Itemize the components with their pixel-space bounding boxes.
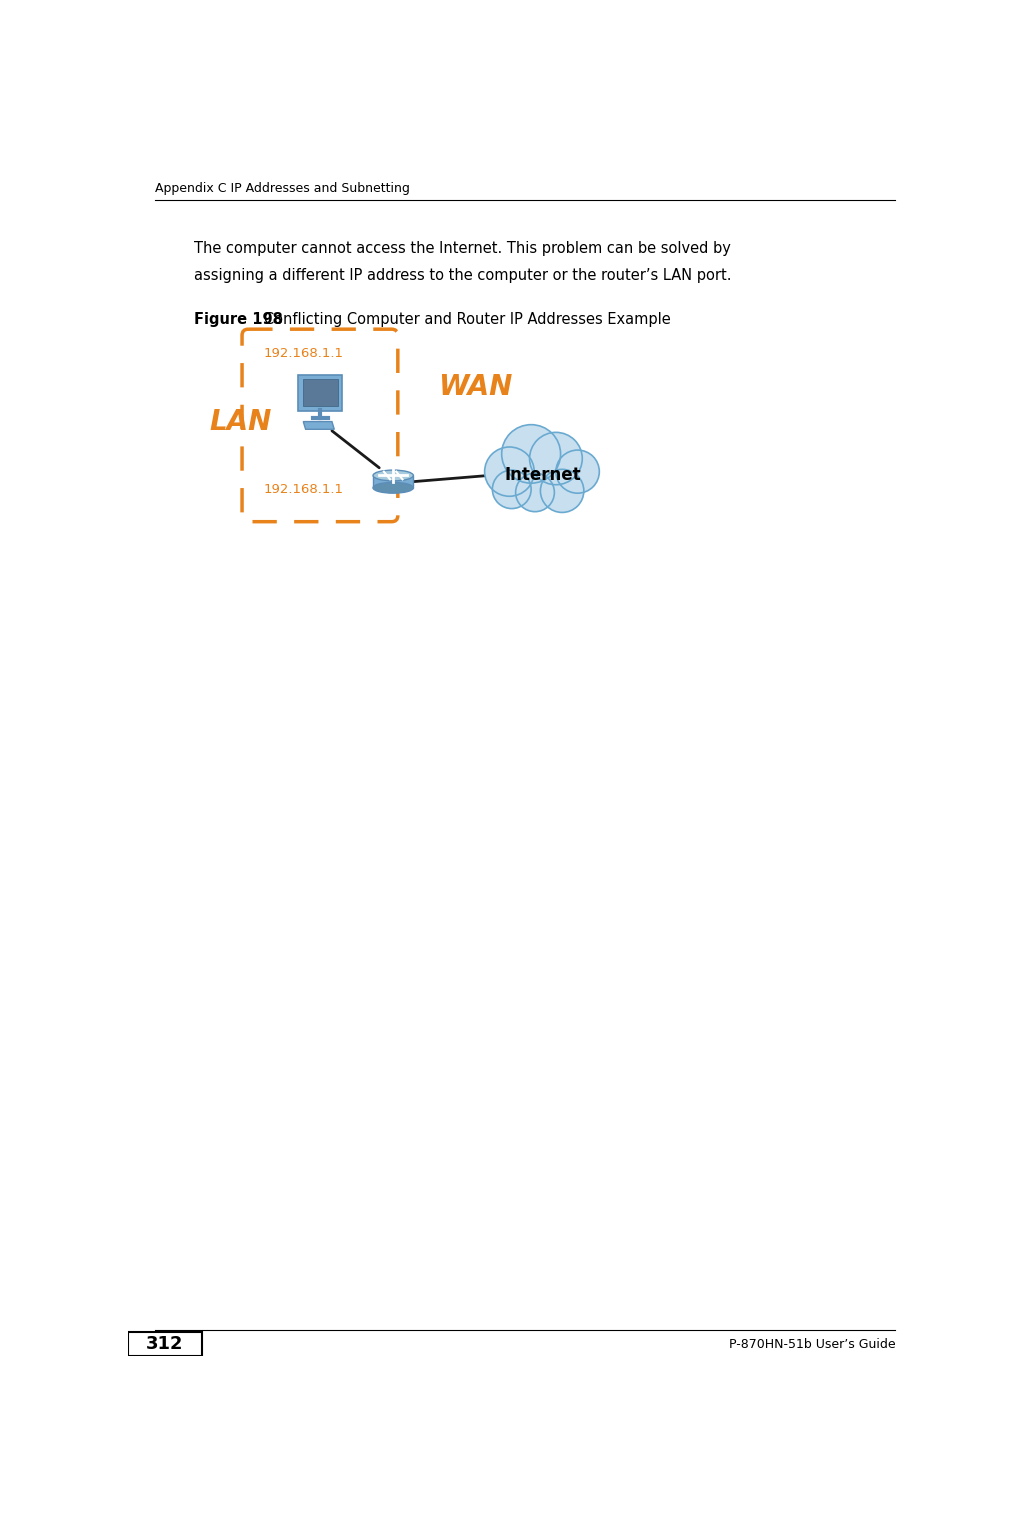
- Text: P-870HN-51b User’s Guide: P-870HN-51b User’s Guide: [729, 1338, 896, 1350]
- Ellipse shape: [373, 483, 413, 494]
- Text: Conflicting Computer and Router IP Addresses Example: Conflicting Computer and Router IP Addre…: [250, 312, 670, 328]
- Text: 192.168.1.1: 192.168.1.1: [263, 347, 343, 360]
- Circle shape: [540, 469, 584, 512]
- Circle shape: [530, 433, 582, 485]
- FancyBboxPatch shape: [298, 375, 342, 411]
- Text: Appendix C IP Addresses and Subnetting: Appendix C IP Addresses and Subnetting: [155, 183, 410, 195]
- Text: 192.168.1.1: 192.168.1.1: [263, 483, 343, 497]
- Text: Internet: Internet: [504, 466, 581, 485]
- Text: 312: 312: [146, 1335, 183, 1353]
- Circle shape: [492, 469, 531, 509]
- Polygon shape: [373, 475, 413, 488]
- Polygon shape: [303, 422, 334, 430]
- Ellipse shape: [373, 469, 413, 482]
- Text: Figure 198: Figure 198: [194, 312, 283, 328]
- Circle shape: [501, 425, 561, 483]
- Circle shape: [556, 450, 600, 494]
- Text: LAN: LAN: [209, 407, 272, 436]
- Circle shape: [516, 472, 555, 512]
- Circle shape: [485, 447, 534, 497]
- FancyBboxPatch shape: [128, 1332, 202, 1356]
- FancyBboxPatch shape: [303, 379, 338, 407]
- Text: WAN: WAN: [438, 373, 512, 401]
- Text: The computer cannot access the Internet. This problem can be solved by: The computer cannot access the Internet.…: [194, 241, 731, 256]
- Text: assigning a different IP address to the computer or the router’s LAN port.: assigning a different IP address to the …: [194, 268, 732, 282]
